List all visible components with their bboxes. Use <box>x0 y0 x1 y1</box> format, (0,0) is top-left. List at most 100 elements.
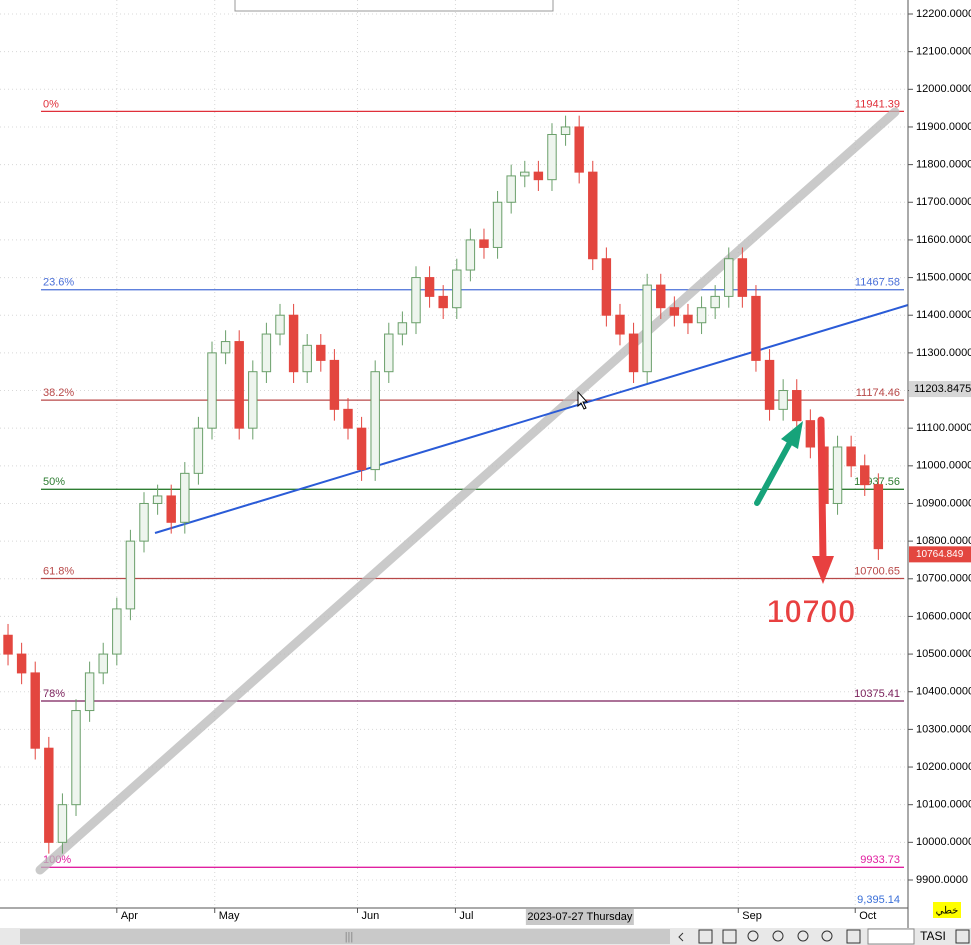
candle-body <box>220 341 231 354</box>
scrollbar-grip: ||| <box>345 931 354 943</box>
y-tick-label: 10100.0000 <box>916 799 971 811</box>
crosshair-date: 2023-07-27 Thursday <box>527 911 632 923</box>
candle-body <box>764 359 775 410</box>
candle-body <box>356 427 367 471</box>
candle-body <box>452 269 462 309</box>
candles <box>3 115 884 854</box>
y-tick-label: 11700.0000 <box>916 196 971 208</box>
candle-body <box>860 465 870 486</box>
candle-body <box>628 333 639 373</box>
x-tick-label: Sep <box>742 910 762 922</box>
candle-body <box>248 371 258 429</box>
scrollbar-thumb[interactable] <box>20 929 670 944</box>
x-tick-label: Jul <box>459 910 473 922</box>
annotation: 10700 <box>767 593 856 629</box>
fib-label: 78% <box>43 688 65 700</box>
cursor <box>577 390 589 410</box>
candle-body <box>16 653 27 674</box>
y-tick-label: 11500.0000 <box>916 271 971 283</box>
candle-body <box>683 314 693 324</box>
axes: 12200.0000 12100.0000 12000.0000 11900.0000… <box>116 8 971 925</box>
top-panel <box>234 0 554 12</box>
candle-body <box>560 126 571 135</box>
toolbar-button[interactable] <box>821 930 833 942</box>
candle-body <box>71 710 81 806</box>
y-tick-label: 10400.0000 <box>916 686 971 698</box>
candle-body <box>438 295 448 309</box>
y-tick-label: 11600.0000 <box>916 234 971 246</box>
arrow <box>754 434 796 506</box>
fib-label: 61.8% <box>43 565 74 577</box>
y-tick-label: 12000.0000 <box>916 83 971 95</box>
y-tick-label: 10300.0000 <box>916 723 971 735</box>
toolbar-button[interactable] <box>698 929 713 944</box>
candle-body <box>125 540 136 610</box>
toolbar-button[interactable] <box>747 930 759 942</box>
candle-body <box>275 314 285 335</box>
candle-body <box>30 672 40 749</box>
y-tick-label: 10600.0000 <box>916 610 971 622</box>
trend-line <box>35 107 900 875</box>
candle-body <box>397 322 408 335</box>
y-tick-label: 10800.0000 <box>916 535 971 547</box>
candle-body <box>316 344 326 361</box>
toolbar-button[interactable] <box>772 930 784 942</box>
candle-body <box>574 126 584 173</box>
y-tick-label: 11000.0000 <box>916 460 971 472</box>
candle-body <box>792 390 802 422</box>
last-price-box <box>909 546 971 563</box>
scale-mode: خطي <box>936 906 959 917</box>
trend-line <box>154 304 909 534</box>
candle-body <box>479 239 489 248</box>
toolbar <box>678 928 970 945</box>
toolbar-button[interactable] <box>722 929 737 944</box>
candle-body <box>588 171 598 260</box>
x-tick-label: May <box>219 910 240 922</box>
symbol: TASI <box>920 929 946 943</box>
candle-body <box>424 277 435 297</box>
candle-body <box>492 201 503 248</box>
fib-label: 38.2% <box>43 387 74 399</box>
y-tick-label: 12200.0000 <box>916 8 971 20</box>
candle-body <box>261 333 272 373</box>
candle-body <box>696 307 707 324</box>
candle-body <box>669 307 680 316</box>
scale-mode-box[interactable] <box>933 902 961 918</box>
candle-body <box>166 495 176 523</box>
crosshair-date-box <box>525 909 634 925</box>
candle-body <box>193 427 204 474</box>
fib-value: 10375.41 <box>854 688 900 700</box>
candle-body <box>710 295 720 309</box>
y-tick-label: 11900.0000 <box>916 121 971 133</box>
toolbar-button[interactable] <box>955 929 970 944</box>
y-tick-label: 11300.0000 <box>916 347 971 359</box>
candle-body <box>533 171 544 181</box>
x-tick-label: Oct <box>859 910 876 922</box>
candle-body <box>288 314 299 373</box>
candle-body <box>601 258 612 316</box>
candle-body <box>778 390 788 410</box>
y-tick-label: 10200.0000 <box>916 761 971 773</box>
candle-body <box>547 133 557 181</box>
candle-body <box>84 672 95 712</box>
y-tick-label: 11400.0000 <box>916 309 971 321</box>
toolbar-button[interactable] <box>797 930 809 942</box>
candle-body <box>207 352 217 429</box>
candle-body <box>234 341 244 429</box>
fib-value: 10700.65 <box>854 565 900 577</box>
candle-body <box>112 608 122 655</box>
toolbar-button[interactable] <box>678 932 684 942</box>
fib-value: 9933.73 <box>860 854 900 866</box>
toolbar-button[interactable] <box>846 929 861 944</box>
symbol-box[interactable] <box>867 928 915 945</box>
fib-label: 50% <box>43 476 65 488</box>
candle-body <box>615 314 625 335</box>
fib-value: 11941.39 <box>855 98 900 110</box>
y-tick-label: 11800.0000 <box>916 159 971 171</box>
candle-body <box>520 171 530 177</box>
candle-body <box>152 495 163 504</box>
fib-label: 0% <box>43 98 59 110</box>
candle-body <box>656 284 666 309</box>
candle-body <box>506 175 516 203</box>
